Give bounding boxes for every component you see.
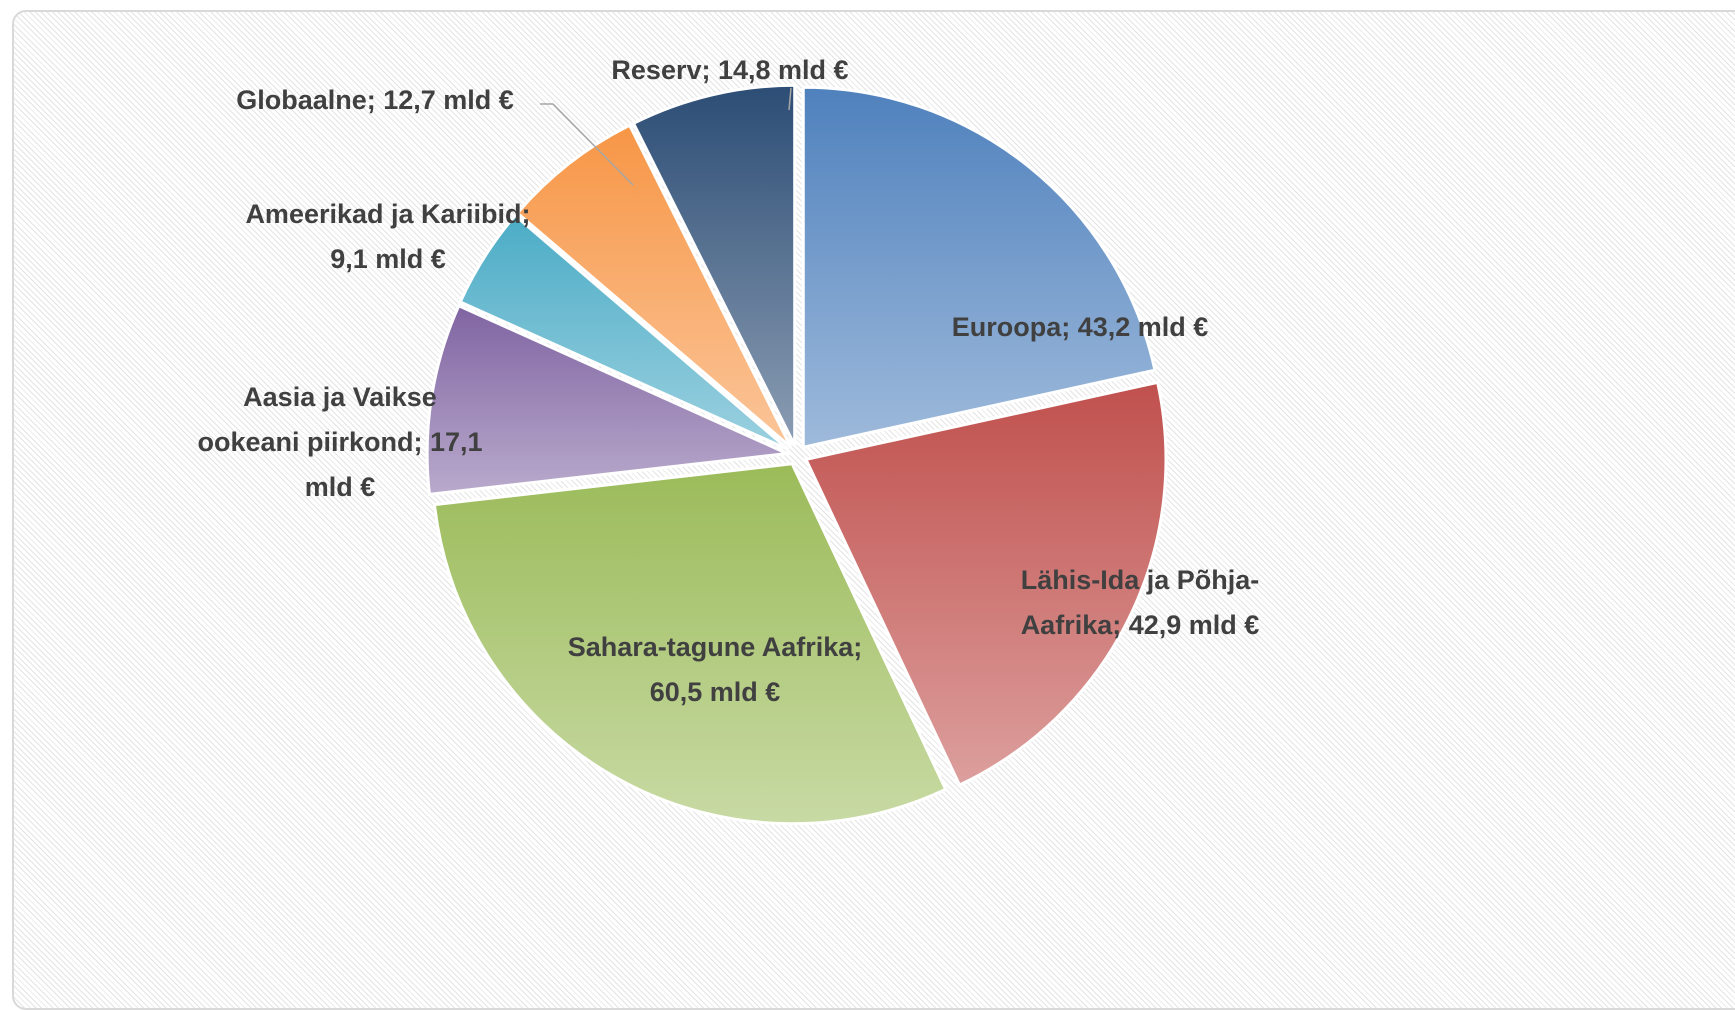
leader-line xyxy=(540,103,634,186)
data-label: Euroopa; 43,2 mld € xyxy=(951,312,1209,342)
pie-slice xyxy=(515,123,793,449)
pie-slice xyxy=(803,380,1168,788)
leader-line xyxy=(788,87,792,111)
pie-slice xyxy=(801,85,1157,450)
pie-slice xyxy=(425,303,793,496)
data-label: Globaalne; 12,7 mld € xyxy=(236,85,514,115)
data-label: Ameerikad ja Kariibid; 9,1 mld € xyxy=(245,199,531,274)
data-label: Sahara-tagune Aafrika; 60,5 mld € xyxy=(567,632,863,707)
data-label: Reserv; 14,8 mld € xyxy=(611,55,849,85)
pie-slice xyxy=(432,462,948,826)
data-label: Lähis-Ida ja Põhja-Aafrika; 42,9 mld € xyxy=(1020,565,1260,640)
pie-slice xyxy=(631,83,797,446)
data-label: Aasia ja Vaikse ookeani piirkond; 17,1 m… xyxy=(197,382,483,502)
pie-slice xyxy=(458,213,790,452)
